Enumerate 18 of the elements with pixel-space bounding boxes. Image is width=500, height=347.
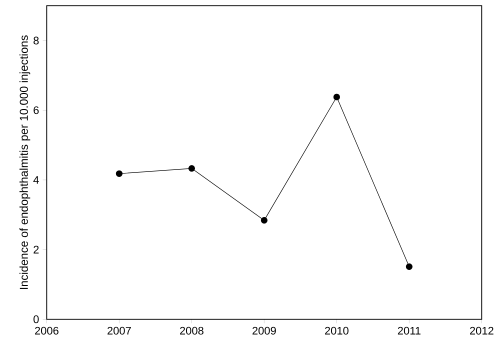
y-tick-label: 4 — [33, 176, 39, 184]
y-tick-label: 6 — [34, 106, 39, 114]
point — [406, 263, 412, 270]
x-tick-label: 2006 — [35, 326, 58, 335]
x-tick-label: 2010 — [325, 326, 348, 335]
x-tick-label: 2007 — [108, 326, 131, 335]
x-tick-label: 2011 — [398, 326, 420, 335]
y-tick-label: 2 — [34, 246, 39, 254]
x-tick-label: 2012 — [470, 326, 494, 335]
point — [188, 165, 196, 172]
y-tick-label: 0 — [34, 315, 39, 324]
x-tick-label: 2008 — [180, 326, 204, 335]
y-axis-title: Incidence of endophthalmitis per 10.000 injections — [19, 35, 30, 289]
y-tick-label: 8 — [34, 36, 39, 44]
point — [333, 94, 340, 100]
point — [260, 217, 268, 224]
x-tick-label: 2009 — [252, 326, 276, 335]
point — [116, 170, 123, 177]
